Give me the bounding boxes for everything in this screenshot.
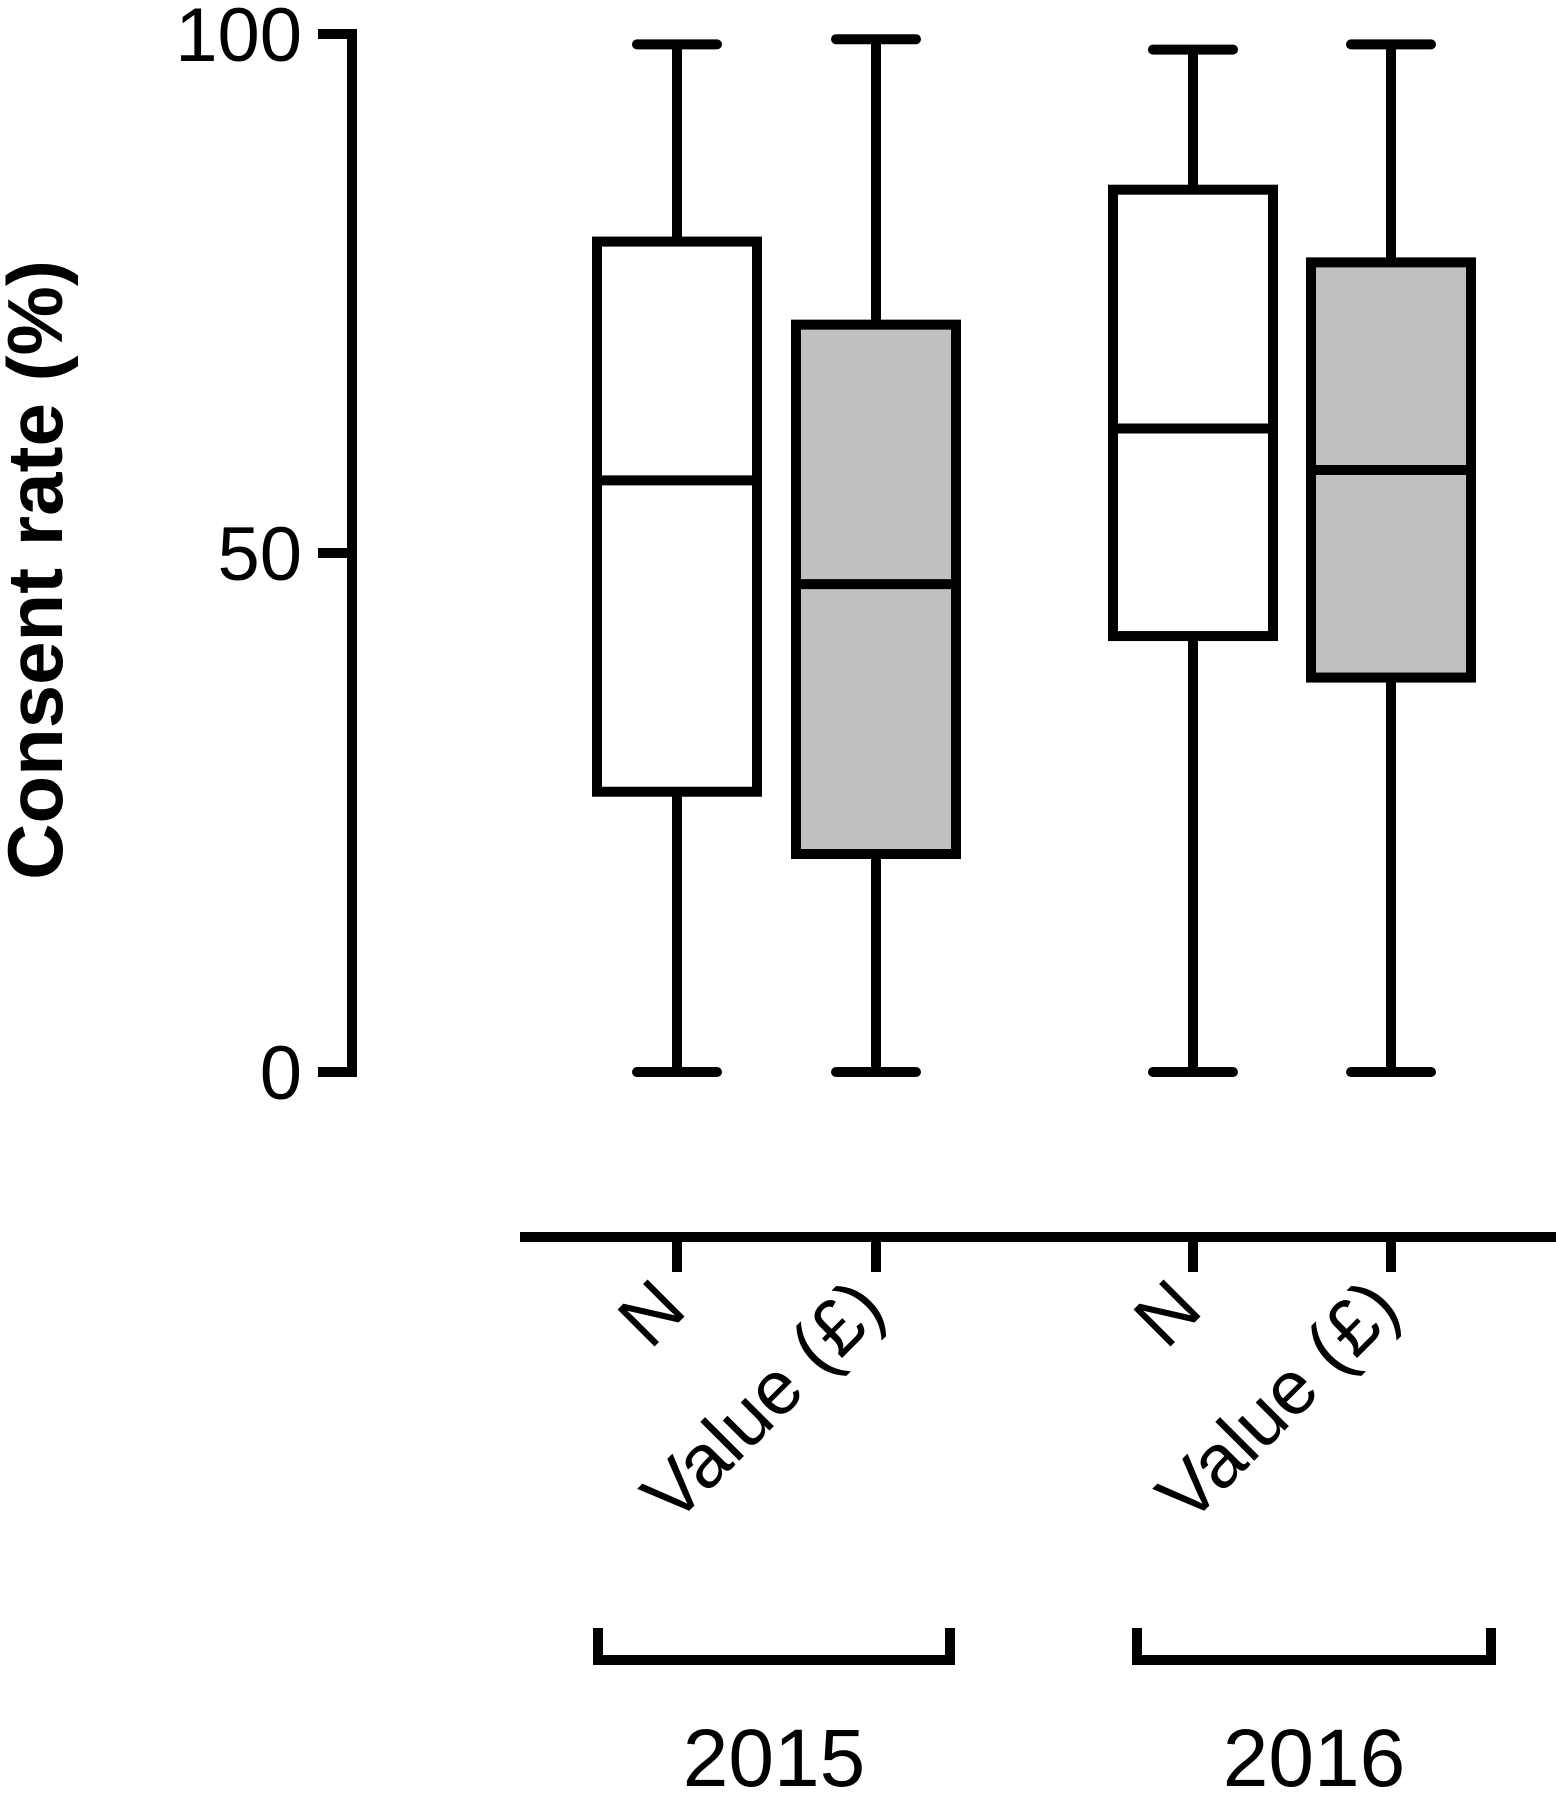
box-2016-value [1306,39,1476,1077]
box-iqr [791,319,961,860]
group-bracket [1132,1628,1496,1665]
group-bracket [593,1628,955,1665]
box-2015-value [791,34,961,1077]
x-tick-label: N [1118,1264,1217,1363]
group-label: 2016 [1223,1713,1405,1800]
group-labels: 2015 2016 [593,1628,1496,1800]
box-series [592,34,1476,1077]
y-tick-label: 100 [175,0,302,78]
box-2015-n [592,39,762,1077]
x-tick-label: N [602,1264,701,1363]
group-label: 2015 [683,1713,865,1800]
y-tick-label: 50 [217,512,302,597]
y-axis-title: Consent rate (%) [0,260,79,880]
box-iqr [592,236,762,797]
box-iqr [1108,184,1278,642]
box-2016-n [1108,44,1278,1077]
y-axis: 0 50 100 [175,0,357,1116]
y-tick-label: 0 [260,1031,302,1116]
